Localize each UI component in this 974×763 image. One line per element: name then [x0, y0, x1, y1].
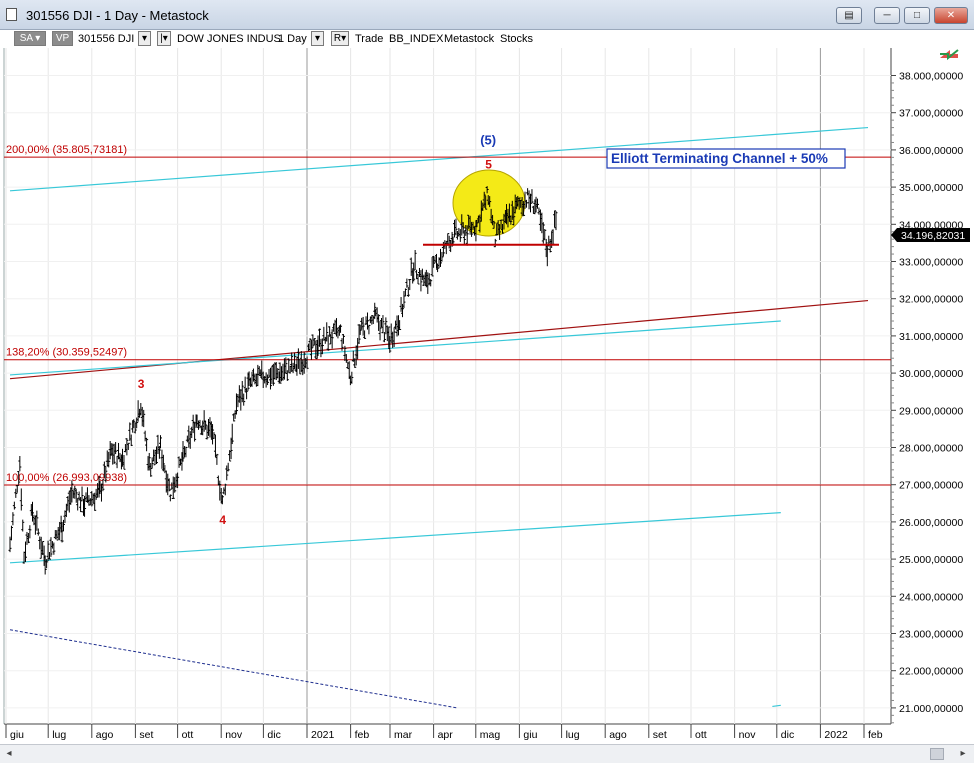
- x-tick-label: mar: [394, 729, 413, 741]
- vp-button[interactable]: VP: [52, 31, 73, 46]
- maximize-button[interactable]: □: [904, 7, 930, 24]
- chart-canvas[interactable]: 200,00% (35.805,73181) 138,20% (30.359,52…: [0, 48, 974, 744]
- x-tick-label: giu: [10, 729, 24, 741]
- x-tick-label: ago: [609, 729, 627, 741]
- x-tick-label: dic: [267, 729, 280, 741]
- y-tick-label: 36.000,00000: [899, 145, 963, 157]
- title-bar: 301556 DJI - 1 Day - Metastock ▤ ─ □ ✕: [0, 0, 974, 30]
- x-axis: giu lug ago set ott nov dic 2021 feb mar apr mag giu…: [5, 724, 883, 741]
- channel-line: [9, 126, 869, 192]
- scroll-left-icon[interactable]: ◂: [6, 748, 12, 759]
- x-tick-label: nov: [739, 729, 757, 741]
- window-list-button[interactable]: ▤: [836, 7, 862, 24]
- wave-label: (5): [480, 132, 496, 147]
- fib-level-label: 138,20% (30.359,52497): [6, 347, 127, 359]
- wave-label: 5: [485, 158, 492, 172]
- price-chart[interactable]: 200,00% (35.805,73181) 138,20% (30.359,52…: [0, 48, 974, 744]
- elliott-annotation: Elliott Terminating Channel + 50%: [606, 148, 846, 169]
- x-tick-label: giu: [523, 729, 537, 741]
- y-tick-label: 22.000,00000: [899, 666, 963, 678]
- x-tick-label: feb: [868, 729, 883, 741]
- x-tick-label: ott: [182, 729, 194, 741]
- close-button[interactable]: ✕: [934, 7, 968, 24]
- y-tick-label: 23.000,00000: [899, 629, 963, 641]
- wave-label: 4: [219, 513, 226, 527]
- price-bars: [8, 186, 558, 575]
- fib-level-label: 100,00% (26.993,09938): [6, 472, 127, 484]
- chart-toolbar: SA ▾ VP 301556 DJI ▾ |▾ DOW JONES INDUS …: [0, 30, 974, 48]
- y-tick-label: 30.000,00000: [899, 368, 963, 380]
- x-tick-label: lug: [566, 729, 580, 741]
- document-icon: [6, 8, 17, 21]
- scroll-right-icon[interactable]: ▸: [960, 748, 966, 759]
- wave-labels: 3 4 5 (5): [138, 132, 496, 526]
- window-title: 301556 DJI - 1 Day - Metastock: [26, 8, 209, 23]
- y-tick-label: 28.000,00000: [899, 443, 963, 455]
- periodicity-dropdown[interactable]: ▾: [311, 31, 324, 46]
- x-tick-label: dic: [781, 729, 794, 741]
- y-tick-label: 31.000,00000: [899, 331, 963, 343]
- y-tick-label: 35.000,00000: [899, 182, 963, 194]
- y-tick-label: 25.000,00000: [899, 554, 963, 566]
- x-tick-label: set: [139, 729, 153, 741]
- symbol-dropdown[interactable]: ▾: [138, 31, 151, 46]
- y-axis: 38.000,00000 37.000,00000 36.000,00000 35.0…: [891, 71, 963, 724]
- x-tick-label: apr: [438, 729, 454, 741]
- horizontal-scrollbar[interactable]: ◂ ▸: [0, 744, 974, 763]
- x-tick-label: ott: [695, 729, 707, 741]
- trend-channels: [9, 126, 869, 709]
- y-tick-label: 38.000,00000: [899, 71, 963, 83]
- y-tick-label: 32.000,00000: [899, 294, 963, 306]
- y-tick-label: 37.000,00000: [899, 108, 963, 120]
- top-highlight-circle: [452, 169, 526, 237]
- channel-line: [9, 299, 869, 380]
- compare-dropdown[interactable]: |▾: [157, 31, 171, 46]
- channel-line: [9, 512, 781, 564]
- x-tick-label: 2021: [311, 729, 335, 741]
- minimize-button[interactable]: ─: [874, 7, 900, 24]
- x-tick-label: 2022: [824, 729, 848, 741]
- channel-line: [772, 704, 781, 708]
- scroll-thumb[interactable]: [930, 748, 944, 760]
- source-bb-index: BB_INDEX: [389, 33, 444, 45]
- x-tick-label: set: [653, 729, 667, 741]
- y-tick-label: 21.000,00000: [899, 703, 963, 715]
- periodicity-label: 1 Day: [278, 33, 307, 45]
- source-metastock: Metastock: [444, 33, 495, 45]
- grid-lines: [4, 48, 891, 724]
- r-dropdown[interactable]: R▾: [331, 31, 349, 46]
- y-tick-label: 27.000,00000: [899, 480, 963, 492]
- x-tick-label: mag: [480, 729, 501, 741]
- annotation-text: Elliott Terminating Channel + 50%: [611, 151, 828, 166]
- last-price-tag: 34.196,82031: [891, 228, 970, 242]
- channel-line: [9, 629, 458, 709]
- fib-level-label: 200,00% (35.805,73181): [6, 144, 127, 156]
- last-price-label: 34.196,82031: [901, 230, 965, 242]
- symbol-label: 301556 DJI: [78, 33, 135, 45]
- fibonacci-levels: 200,00% (35.805,73181) 138,20% (30.359,52…: [4, 144, 891, 486]
- source-stocks: Stocks: [500, 33, 534, 45]
- y-tick-label: 26.000,00000: [899, 517, 963, 529]
- crosshair-tool-icon[interactable]: [940, 49, 959, 61]
- y-tick-label: 24.000,00000: [899, 591, 963, 603]
- security-name: DOW JONES INDUS: [177, 33, 281, 45]
- wave-label: 3: [138, 377, 145, 391]
- x-tick-label: nov: [225, 729, 243, 741]
- y-tick-label: 33.000,00000: [899, 257, 963, 269]
- x-tick-label: feb: [355, 729, 370, 741]
- sa-button[interactable]: SA ▾: [14, 31, 46, 46]
- x-tick-label: ago: [96, 729, 114, 741]
- channel-line: [9, 320, 781, 376]
- x-tick-label: lug: [52, 729, 66, 741]
- trade-label[interactable]: Trade: [355, 33, 384, 45]
- y-tick-label: 29.000,00000: [899, 405, 963, 417]
